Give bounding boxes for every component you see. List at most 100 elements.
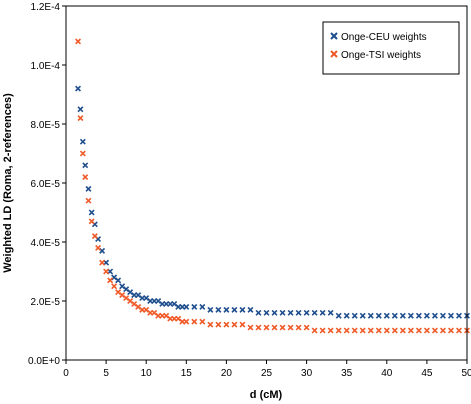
y-tick-label: 1.2E-4 (31, 2, 61, 13)
data-point (383, 327, 390, 334)
data-point (447, 312, 454, 319)
data-point (231, 321, 238, 328)
data-point (75, 38, 81, 45)
x-tick-label: 20 (221, 368, 233, 379)
data-point (439, 312, 446, 319)
data-point (82, 174, 89, 181)
data-point (367, 327, 374, 334)
data-point (199, 303, 206, 310)
data-point (303, 324, 310, 331)
data-point (271, 324, 278, 331)
data-point (335, 327, 342, 334)
y-tick-label: 6.0E-5 (31, 179, 61, 190)
data-point (319, 327, 326, 334)
data-point (107, 277, 114, 284)
data-point (343, 312, 350, 319)
data-point (439, 327, 446, 334)
data-point (79, 138, 86, 145)
data-point (183, 318, 190, 325)
x-tick-label: 10 (141, 368, 153, 379)
data-point (327, 309, 334, 316)
data-point (303, 309, 310, 316)
data-point (255, 324, 262, 331)
data-point (391, 327, 398, 334)
data-point (91, 233, 98, 240)
legend-marker-ceu (330, 32, 338, 40)
data-point (431, 312, 438, 319)
data-point (287, 324, 294, 331)
y-tick-label: 2.0E-5 (31, 297, 61, 308)
data-point (271, 309, 278, 316)
data-point (351, 312, 358, 319)
data-point (335, 312, 342, 319)
data-point (223, 306, 230, 313)
data-point (239, 321, 246, 328)
data-point (367, 312, 374, 319)
data-point (311, 309, 318, 316)
data-point (423, 327, 430, 334)
data-point (351, 327, 358, 334)
data-point (77, 106, 84, 113)
data-point (295, 324, 302, 331)
data-point (447, 327, 454, 334)
data-point (343, 327, 350, 334)
data-point (407, 312, 414, 319)
data-point (247, 306, 254, 313)
data-point (95, 244, 102, 251)
data-point (99, 259, 106, 266)
y-axis-label: Weighted LD (Roma, 2-references) (2, 93, 14, 273)
data-point (191, 303, 198, 310)
data-point (407, 327, 414, 334)
x-tick-label: 40 (381, 368, 393, 379)
data-point (279, 324, 286, 331)
data-point (327, 327, 334, 334)
data-point (391, 312, 398, 319)
data-point (111, 283, 118, 290)
data-point (88, 209, 95, 216)
data-point (359, 312, 366, 319)
x-tick-label: 0 (63, 368, 69, 379)
data-point (319, 309, 326, 316)
data-point (263, 324, 270, 331)
data-point (223, 321, 230, 328)
data-point (287, 309, 294, 316)
data-point (191, 318, 198, 325)
data-point (415, 312, 422, 319)
data-point (88, 218, 95, 225)
data-point (383, 312, 390, 319)
data-point (207, 306, 214, 313)
x-tick-label: 35 (341, 368, 353, 379)
data-point (247, 324, 254, 331)
data-point (85, 197, 92, 204)
data-point (207, 321, 214, 328)
data-point (85, 185, 92, 192)
data-point (311, 327, 318, 334)
data-point (399, 312, 406, 319)
data-point (263, 309, 270, 316)
data-point (423, 312, 430, 319)
data-point (456, 312, 462, 319)
x-tick-label: 15 (181, 368, 193, 379)
data-point (103, 268, 110, 275)
data-point (239, 306, 246, 313)
x-tick-label: 50 (461, 368, 471, 379)
x-tick-label: 25 (261, 368, 273, 379)
legend-marker-tsi (330, 50, 338, 58)
data-point (215, 306, 222, 313)
data-point (375, 312, 382, 319)
data-point (359, 327, 366, 334)
data-point (255, 309, 262, 316)
data-point (82, 162, 89, 169)
data-point (77, 115, 84, 122)
data-point (183, 303, 190, 310)
data-point (115, 277, 122, 284)
data-point (75, 85, 81, 92)
data-point (431, 327, 438, 334)
y-tick-label: 4.0E-5 (31, 238, 61, 249)
legend-label-ceu: Onge-CEU weights (341, 32, 427, 43)
data-point (399, 327, 406, 334)
data-point (79, 150, 86, 157)
data-point (456, 327, 462, 334)
x-tick-label: 45 (421, 368, 433, 379)
